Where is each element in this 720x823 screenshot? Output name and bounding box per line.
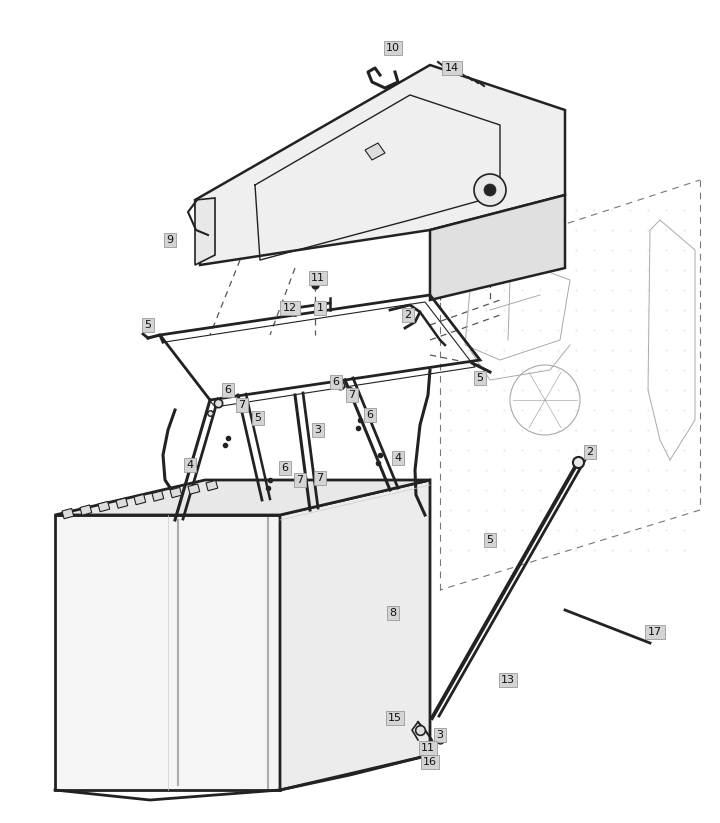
Text: 2: 2 [586, 447, 593, 457]
Text: 15: 15 [388, 713, 402, 723]
Text: 7: 7 [297, 475, 304, 485]
Bar [152, 491, 163, 501]
Text: 10: 10 [386, 43, 400, 53]
Text: 7: 7 [316, 473, 323, 483]
Text: 12: 12 [283, 303, 297, 313]
Circle shape [474, 174, 506, 206]
Polygon shape [55, 515, 280, 790]
Text: 3: 3 [315, 425, 322, 435]
Text: 6: 6 [366, 410, 374, 420]
Polygon shape [195, 65, 565, 265]
Text: 5: 5 [477, 373, 484, 383]
Text: 6: 6 [225, 385, 232, 395]
Bar [188, 484, 199, 495]
Text: 13: 13 [501, 675, 515, 685]
Text: 11: 11 [421, 743, 435, 753]
Bar [134, 495, 145, 504]
Text: 6: 6 [333, 377, 340, 387]
Text: 7: 7 [238, 400, 246, 410]
Bar [80, 505, 91, 515]
Polygon shape [195, 198, 215, 265]
Text: 9: 9 [166, 235, 174, 245]
Text: 4: 4 [395, 453, 402, 463]
Text: 2: 2 [405, 310, 412, 320]
Text: 1: 1 [317, 303, 323, 313]
Polygon shape [365, 143, 385, 160]
Bar [116, 498, 127, 509]
Bar [62, 509, 73, 518]
Polygon shape [430, 195, 565, 300]
Polygon shape [280, 480, 430, 790]
Text: 6: 6 [282, 463, 289, 473]
Text: 5: 5 [487, 535, 493, 545]
Text: 4: 4 [186, 460, 194, 470]
Text: 7: 7 [348, 390, 356, 400]
Text: 16: 16 [423, 757, 437, 767]
Bar [98, 501, 109, 512]
Text: 11: 11 [311, 273, 325, 283]
Text: 14: 14 [445, 63, 459, 73]
Text: 3: 3 [436, 730, 444, 740]
Polygon shape [55, 480, 430, 515]
Text: 8: 8 [390, 608, 397, 618]
Text: 5: 5 [145, 320, 151, 330]
Bar [170, 487, 181, 498]
Text: 17: 17 [648, 627, 662, 637]
Text: 5: 5 [254, 413, 261, 423]
Bar [206, 481, 217, 491]
Circle shape [484, 184, 496, 196]
